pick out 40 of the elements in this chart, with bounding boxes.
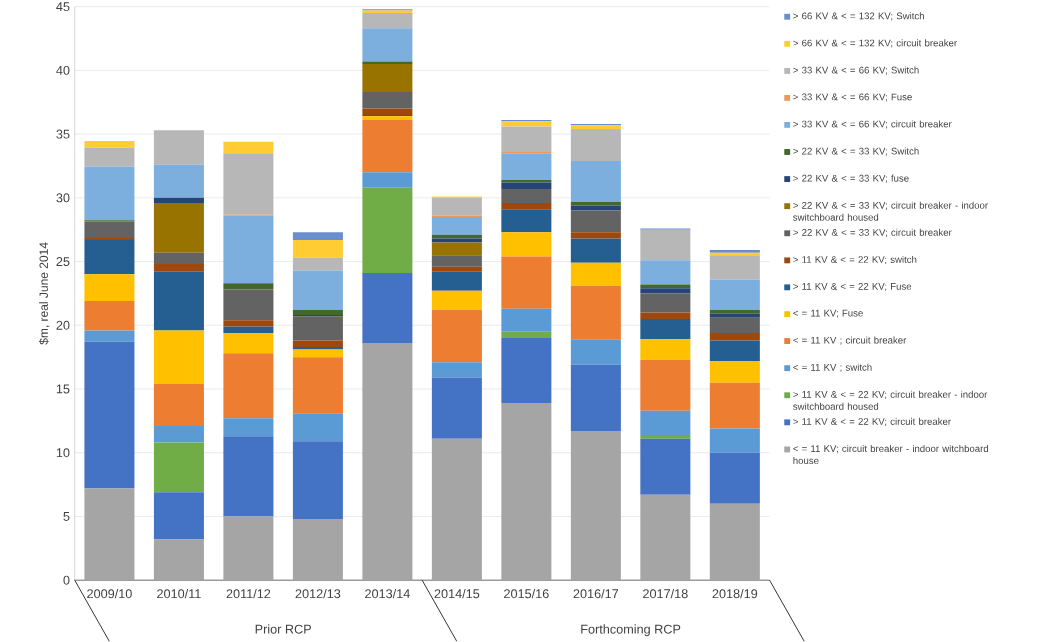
x-tick-label: 2010/11: [157, 589, 201, 599]
legend-label: > 22 KV & < = 33 KV; fuse: [793, 174, 909, 184]
x-tick-label: 2015/16: [504, 589, 549, 599]
text: Prior RCP: [255, 624, 311, 634]
y-tick-label: 25: [56, 257, 70, 267]
text: Forthcoming RCP: [581, 624, 681, 637]
y-axis-title: $m, real June 2014: [38, 242, 50, 345]
legend-label: > 11 KV & < = 22 KV; switch: [793, 256, 917, 265]
legend-label: > 11 KV & < = 22 KV; Fuse: [793, 283, 912, 292]
legend-label: > 66 KV & < = 132 KV; Switch: [793, 12, 924, 21]
y-tick-label: 0: [63, 575, 70, 585]
y-tick-label: 40: [56, 66, 70, 76]
legend-label: > 33 KV & < = 66 KV; Fuse: [793, 93, 912, 102]
legend-label: < = 11 KV ; switch: [793, 363, 872, 373]
legend-label: > 33 KV & < = 66 KV; Switch: [793, 66, 919, 75]
x-tick-label: 2011/12: [226, 589, 271, 599]
y-tick-label: 20: [56, 321, 70, 330]
legend-label: < = 11 KV; Fuse: [793, 310, 863, 318]
y-tick-label: 5: [63, 512, 70, 522]
y-tick-label: 30: [56, 193, 70, 203]
y-tick-label: 35: [56, 129, 70, 139]
legend-label: > 11 KV & < = 22 KV; circuit breaker: [793, 418, 951, 427]
legend-label: > 22 KV & < = 33 KV; circuit breaker - indoor switchboard housed: [793, 201, 988, 221]
x-tick-label: 2009/10: [87, 589, 132, 599]
legend-label: < = 11 KV ; circuit breaker: [793, 336, 907, 345]
legend-label: > 66 KV & < = 132 KV; circuit breaker: [793, 39, 957, 48]
y-tick-label: 15: [56, 384, 70, 394]
x-tick-label: 2016/17: [573, 589, 619, 599]
y-tick-label: 45: [56, 2, 70, 12]
legend-label: > 11 KV & < = 22 KV; circuit breaker - indoor switchboard housed: [793, 391, 988, 411]
legend-label: > 33 KV & < = 66 KV; circuit breaker: [793, 120, 952, 129]
legend-label: > 22 KV & < = 33 KV; Switch: [793, 147, 919, 156]
x-tick-label: 2014/15: [434, 589, 480, 599]
legend-label: > 22 KV & < = 33 KV; circuit breaker: [793, 229, 952, 238]
x-tick-label: 2013/14: [365, 589, 410, 599]
x-tick-label: 2012/13: [295, 589, 341, 599]
y-tick-label: 10: [56, 448, 70, 458]
x-tick-label: 2017/18: [643, 589, 688, 599]
x-tick-label: 2018/19: [712, 589, 758, 599]
legend-label: < = 11 KV; circuit breaker - indoor witchboard house: [793, 445, 989, 465]
